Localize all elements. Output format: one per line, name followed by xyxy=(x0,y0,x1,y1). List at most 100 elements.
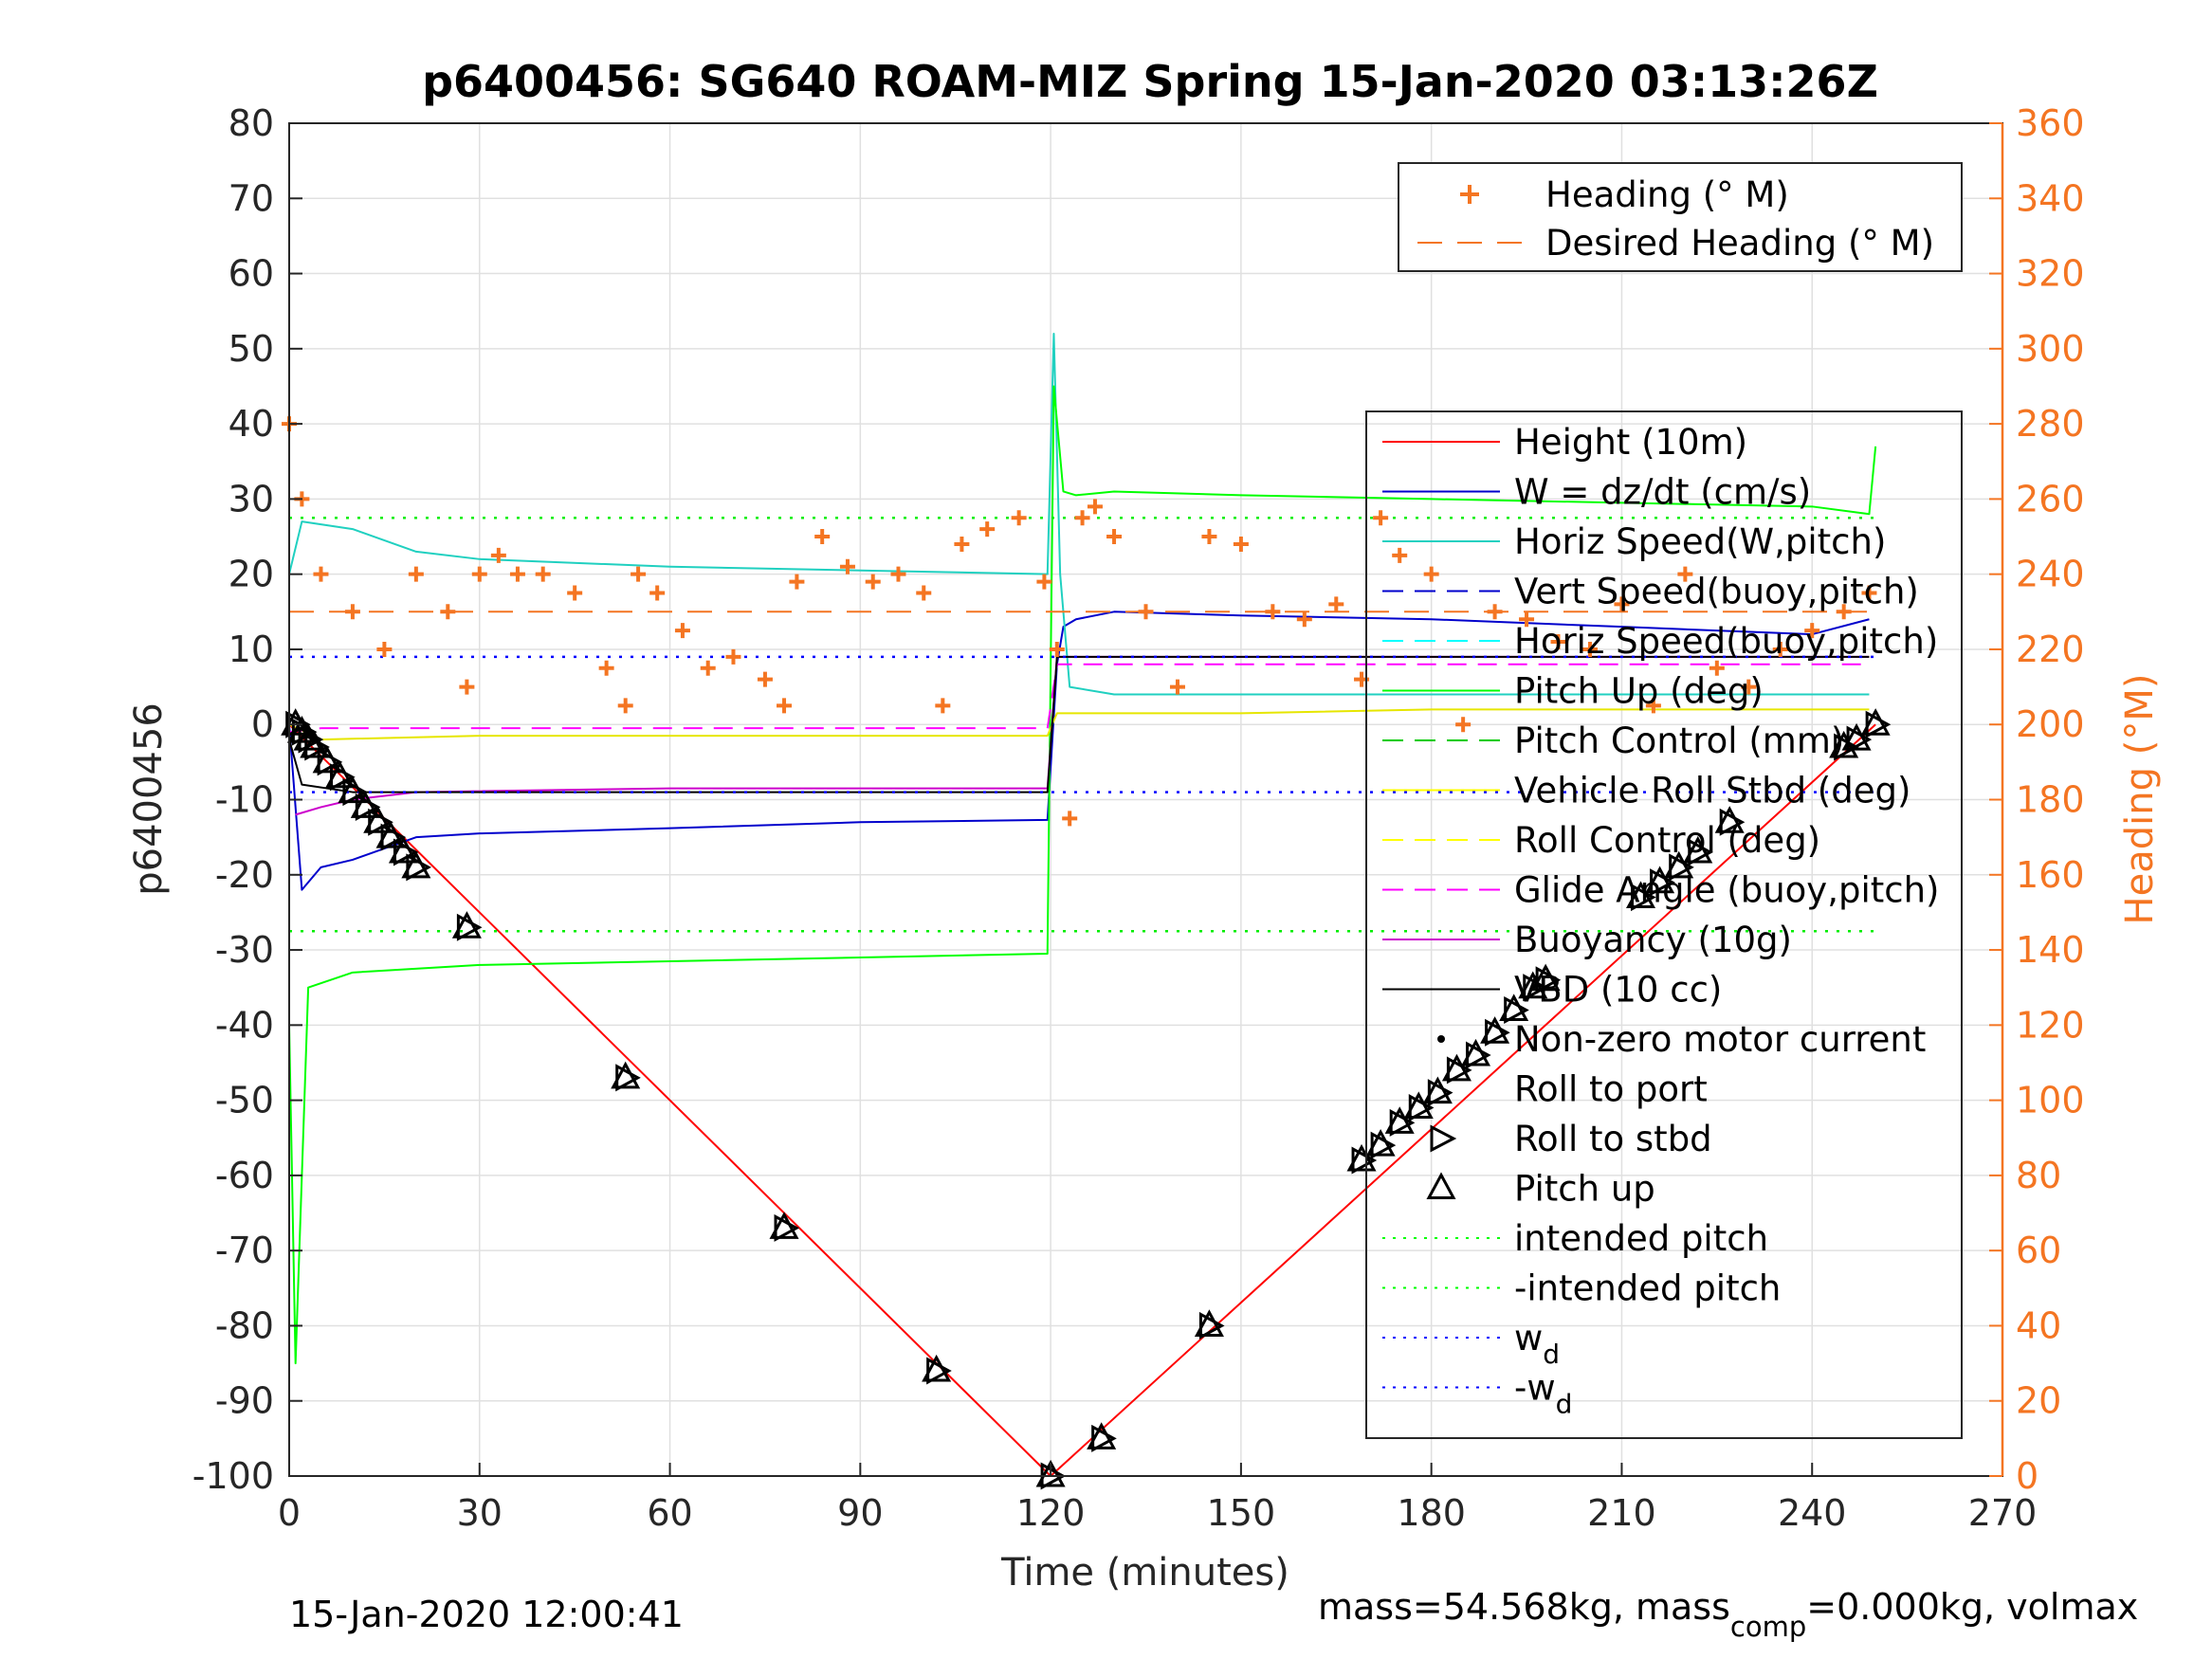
x-axis: 0 30 60 90 120 150 180 210 240 270 xyxy=(278,1463,2037,1534)
y-tick-left-9: -10 xyxy=(215,779,274,821)
y-tick-right-4: 280 xyxy=(2016,403,2085,445)
heading-point xyxy=(471,566,487,582)
y-tick-right-17: 20 xyxy=(2016,1380,2061,1422)
roll-stbd-marker xyxy=(1669,853,1694,882)
heading-point xyxy=(1741,679,1757,695)
y-tick-left-8: 0 xyxy=(251,703,274,745)
heading-point xyxy=(1550,634,1566,650)
legend-item-3: Vert Speed(buoy,pitch) xyxy=(1514,572,1919,612)
y-tick-right-2: 320 xyxy=(2016,253,2085,295)
x-tick-2: 60 xyxy=(647,1492,692,1534)
roll-stbd-marker xyxy=(1427,1079,1453,1107)
y-tick-right-8: 200 xyxy=(2016,703,2085,745)
y-tick-left-15: -70 xyxy=(215,1230,274,1271)
roll-stbd-marker xyxy=(615,1064,641,1092)
y-tick-right-14: 80 xyxy=(2016,1155,2061,1196)
series-4 xyxy=(288,708,1870,741)
heading-point xyxy=(1169,679,1185,695)
roll-stbd-marker xyxy=(1466,1041,1491,1069)
legend-item-15: Pitch up xyxy=(1514,1169,1655,1210)
heading-point xyxy=(459,679,475,695)
legend-swatch-12 xyxy=(1437,1035,1445,1043)
roll-stbd-marker xyxy=(393,838,419,866)
y-tick-right-15: 60 xyxy=(2016,1230,2061,1271)
legend-item-7: Vehicle Roll Stbd (deg) xyxy=(1514,771,1910,811)
heading-point xyxy=(954,536,970,552)
roll-stbd-marker xyxy=(774,1213,800,1242)
heading-point xyxy=(1645,698,1661,714)
roll-stbd-marker xyxy=(926,1357,952,1385)
heading-point xyxy=(674,623,690,639)
heading-point xyxy=(1804,623,1820,639)
heading-point xyxy=(535,566,551,582)
heading-point xyxy=(1423,566,1439,582)
heading-point xyxy=(617,698,633,714)
y-tick-left-0: 80 xyxy=(229,102,274,144)
x-tick-5: 150 xyxy=(1207,1492,1276,1534)
y-axis-right: 3603403203002802602402202001801601401201… xyxy=(1989,102,2085,1497)
heading-point xyxy=(725,648,741,665)
x-tick-3: 90 xyxy=(837,1492,883,1534)
legend-item-13: Roll to port xyxy=(1514,1069,1708,1110)
legend-item-12: Non-zero motor current xyxy=(1514,1019,1926,1060)
legend-item-5: Pitch Up (deg) xyxy=(1514,671,1764,712)
y-tick-left-11: -30 xyxy=(215,929,274,971)
legend-main: Height (10m) W = dz/dt (cm/s) Horiz Speed(… xyxy=(1365,410,1963,1439)
footer-mass-a: mass=54.568kg, mass xyxy=(1318,1586,1730,1628)
footer-mass-sub: comp xyxy=(1730,1611,1806,1643)
y-tick-left-16: -80 xyxy=(215,1304,274,1346)
legend-item-4: Horiz Speed(buoy,pitch) xyxy=(1514,621,1938,662)
roll-stbd-marker xyxy=(1650,868,1675,897)
heading-point xyxy=(1519,611,1535,628)
y-tick-left-18: -100 xyxy=(192,1455,274,1497)
roll-stbd-marker xyxy=(1408,1094,1435,1122)
heading-point xyxy=(408,566,424,582)
roll-stbd-marker xyxy=(1504,995,1529,1025)
y-tick-right-16: 40 xyxy=(2016,1304,2061,1346)
legend-main-box xyxy=(1365,410,1963,1439)
heading-point xyxy=(890,566,906,582)
chart-title: p6400456: SG640 ROAM-MIZ Spring 15-Jan-2… xyxy=(422,56,1878,107)
y-tick-right-11: 140 xyxy=(2016,929,2085,971)
y-axis-left: 80 70 60 50 40 30 20 10 0 -10 -20 -30 -40 -50 -60 -70 -8… xyxy=(192,102,302,1497)
roll-stbd-marker xyxy=(406,853,431,882)
footer-timestamp: 15-Jan-2020 12:00:41 xyxy=(289,1594,684,1635)
roll-stbd-marker xyxy=(1846,725,1873,754)
y-axis-label-left: p6400456 xyxy=(127,702,171,896)
x-axis-label: Time (minutes) xyxy=(1000,1551,1289,1595)
heading-point xyxy=(1265,604,1281,620)
footer-mass-b: =0.000kg, volmax xyxy=(1806,1586,2138,1628)
y-tick-right-3: 300 xyxy=(2016,328,2085,370)
footer-mass: mass=54.568kg, masscomp=0.000kg, volmax xyxy=(1318,1586,2138,1643)
heading-point xyxy=(1677,566,1693,582)
heading-point xyxy=(440,604,456,620)
y-tick-left-7: 10 xyxy=(229,629,274,670)
heading-point xyxy=(1062,811,1078,827)
heading-point xyxy=(700,660,716,676)
y-axis-label-right: Heading (°M) xyxy=(2118,674,2162,925)
y-tick-left-2: 60 xyxy=(229,253,274,295)
y-tick-right-9: 180 xyxy=(2016,779,2085,821)
legend-swatch-14 xyxy=(1430,1124,1457,1153)
heading-point xyxy=(509,566,525,582)
roll-stbd-marker xyxy=(298,725,324,754)
legend-heading-item-1: Desired Heading (° M) xyxy=(1545,223,1934,264)
heading-point xyxy=(839,558,855,574)
y-tick-right-13: 100 xyxy=(2016,1080,2085,1121)
heading-point xyxy=(1487,604,1503,620)
heading-point xyxy=(631,566,647,582)
roll-stbd-marker xyxy=(355,793,381,821)
roll-stbd-marker xyxy=(1834,733,1859,761)
roll-stbd-marker xyxy=(1865,710,1892,738)
legend-item-6: Pitch Control (mm) xyxy=(1514,720,1844,761)
roll-stbd-marker xyxy=(380,823,407,851)
legend-heading-item-0: Heading (° M) xyxy=(1545,174,1789,215)
y-tick-right-18: 0 xyxy=(2016,1455,2038,1497)
y-tick-left-3: 50 xyxy=(229,328,274,370)
legend-item-19: -wd xyxy=(1514,1368,1572,1420)
legend-item-11: VBD (10 cc) xyxy=(1514,970,1722,1011)
legend-heading-box xyxy=(1398,162,1963,272)
roll-stbd-marker xyxy=(330,763,356,792)
roll-stbd-marker xyxy=(456,913,483,941)
legend-item-0: Height (10m) xyxy=(1514,422,1747,463)
